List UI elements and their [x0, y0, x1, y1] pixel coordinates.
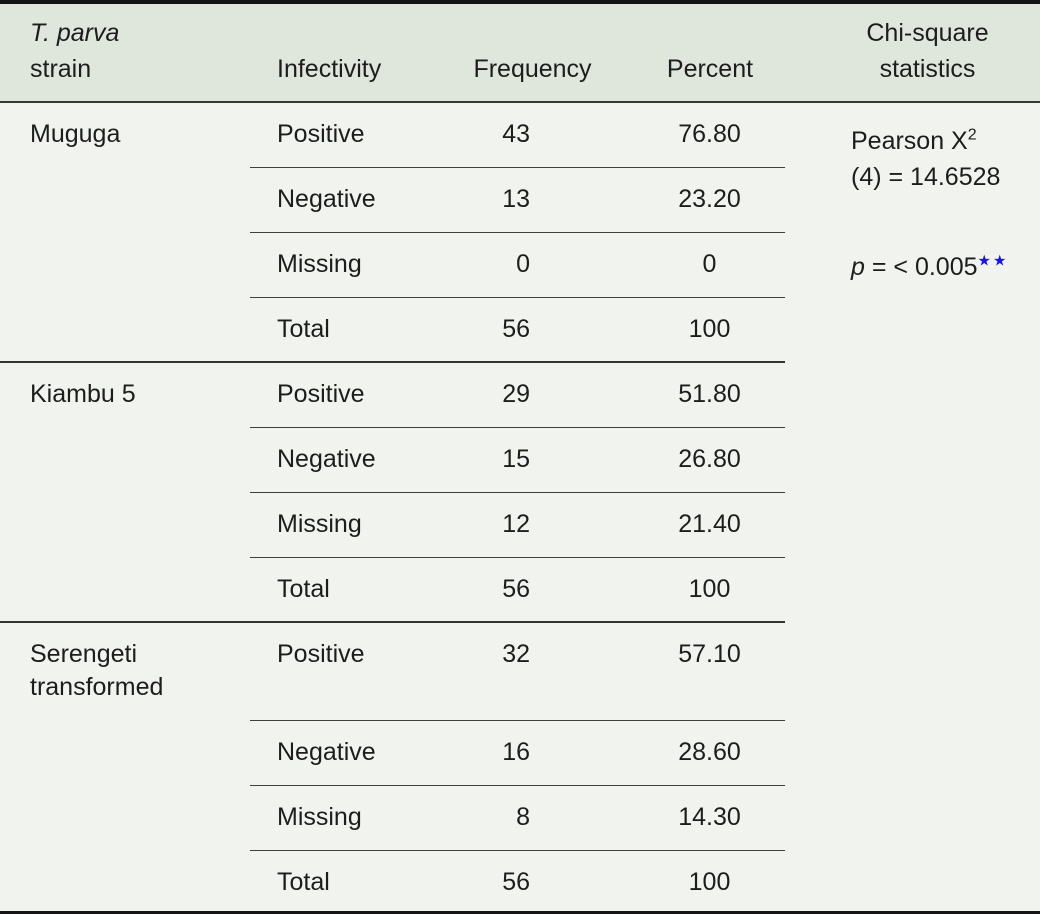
table-row: Serengeti transformed Positive 32 57.10 — [0, 622, 1040, 721]
percent-cell: 26.80 — [615, 427, 785, 493]
frequency-cell: 56 — [430, 557, 615, 623]
percent-cell: 100 — [688, 867, 731, 896]
strain-cell-muguga: Muguga — [0, 102, 250, 363]
percent-cell: 28.60 — [615, 720, 785, 786]
frequency-cell: 29 — [430, 362, 615, 428]
pearson-line: Pearson X2 — [851, 123, 1040, 159]
strain-header-word: strain — [30, 55, 92, 83]
infectivity-cell: Missing — [250, 232, 430, 298]
frequency-cell: 56 — [502, 867, 530, 896]
table-row: Negative 13 23.20 — [0, 167, 1040, 233]
strain-cell-kiambu-5: Kiambu 5 — [0, 362, 250, 623]
strain-header-species: T. parva — [30, 19, 120, 47]
table-row: Kiambu 5 Positive 29 51.80 — [0, 362, 1040, 623]
column-header-frequency: Frequency — [430, 4, 615, 103]
table-row: Missing 8 14.30 — [0, 785, 1040, 851]
p-value-text: = < 0.005 — [864, 253, 978, 281]
frequency-cell: 15 — [430, 427, 615, 493]
infectivity-cell: Negative — [250, 427, 430, 493]
p-value-line: p = < 0.005★★ — [851, 249, 1040, 285]
percent-cell: 57.10 — [615, 622, 785, 721]
percent-cell: 0 — [615, 232, 785, 298]
percent-cell: 21.40 — [615, 492, 785, 558]
pearson-exponent: 2 — [967, 126, 977, 144]
table-row: Total 56 100 — [0, 297, 1040, 363]
pearson-label: Pearson X — [851, 127, 968, 155]
frequency-cell: 56 — [430, 297, 615, 363]
table-row: Muguga Positive 43 76.80 Pearson X2 (4) … — [0, 102, 1040, 363]
infectivity-cell: Total — [277, 867, 330, 896]
column-header-percent: Percent — [615, 4, 785, 103]
table-row: Missing 0 0 — [0, 232, 1040, 298]
percent-cell: 100 — [615, 557, 785, 623]
infectivity-cell: Negative — [250, 167, 430, 233]
chi-header-line2: statistics — [879, 55, 976, 83]
frequency-cell: 43 — [430, 102, 615, 168]
percent-cell: 23.20 — [615, 167, 785, 233]
table-row: Total 56 100 — [0, 850, 1040, 909]
percent-cell: 76.80 — [615, 102, 785, 168]
percent-cell: 14.30 — [615, 785, 785, 851]
infectivity-cell: Missing — [250, 492, 430, 558]
infectivity-cell: Positive — [250, 102, 430, 168]
chi-square-cell: Pearson X2 (4) = 14.6528 p = < 0.005★★ — [785, 102, 1040, 909]
table-header: T. parva strain Infectivity Frequency Pe… — [0, 4, 1040, 103]
infectivity-cell: Negative — [250, 720, 430, 786]
infectivity-cell: Missing — [250, 785, 430, 851]
infectivity-cell: Total — [250, 557, 430, 623]
table-row: Missing 12 21.40 — [0, 492, 1040, 558]
column-header-chi-square: Chi-square statistics — [785, 4, 1040, 103]
chi-header-line1: Chi-square — [866, 19, 989, 47]
column-header-strain: T. parva strain — [0, 4, 250, 103]
frequency-cell: 12 — [430, 492, 615, 558]
frequency-cell: 32 — [430, 622, 615, 721]
header-row: T. parva strain Infectivity Frequency Pe… — [0, 4, 1040, 103]
table-body: Muguga Positive 43 76.80 Pearson X2 (4) … — [0, 102, 1040, 909]
frequency-cell: 8 — [430, 785, 615, 851]
infectivity-cell: Total — [250, 297, 430, 363]
table-row: Negative 15 26.80 — [0, 427, 1040, 493]
infectivity-cell: Positive — [250, 622, 430, 721]
table-row: Total 56 100 — [0, 557, 1040, 623]
degrees-of-freedom-line: (4) = 14.6528 — [851, 163, 1001, 191]
table-row: Negative 16 28.60 — [0, 720, 1040, 786]
strain-cell-serengeti-transformed: Serengeti transformed — [30, 640, 164, 701]
infectivity-cell: Positive — [250, 362, 430, 428]
data-table: T. parva strain Infectivity Frequency Pe… — [0, 4, 1040, 909]
frequency-cell: 16 — [430, 720, 615, 786]
column-header-infectivity: Infectivity — [250, 4, 430, 103]
p-symbol: p — [851, 253, 865, 281]
significance-stars: ★★ — [977, 252, 1009, 270]
frequency-cell: 13 — [430, 167, 615, 233]
frequency-cell: 0 — [430, 232, 615, 298]
percent-cell: 51.80 — [615, 362, 785, 428]
percent-cell: 100 — [615, 297, 785, 363]
pearson-chi-square-result: Pearson X2 (4) = 14.6528 p = < 0.005★★ — [785, 103, 1040, 285]
